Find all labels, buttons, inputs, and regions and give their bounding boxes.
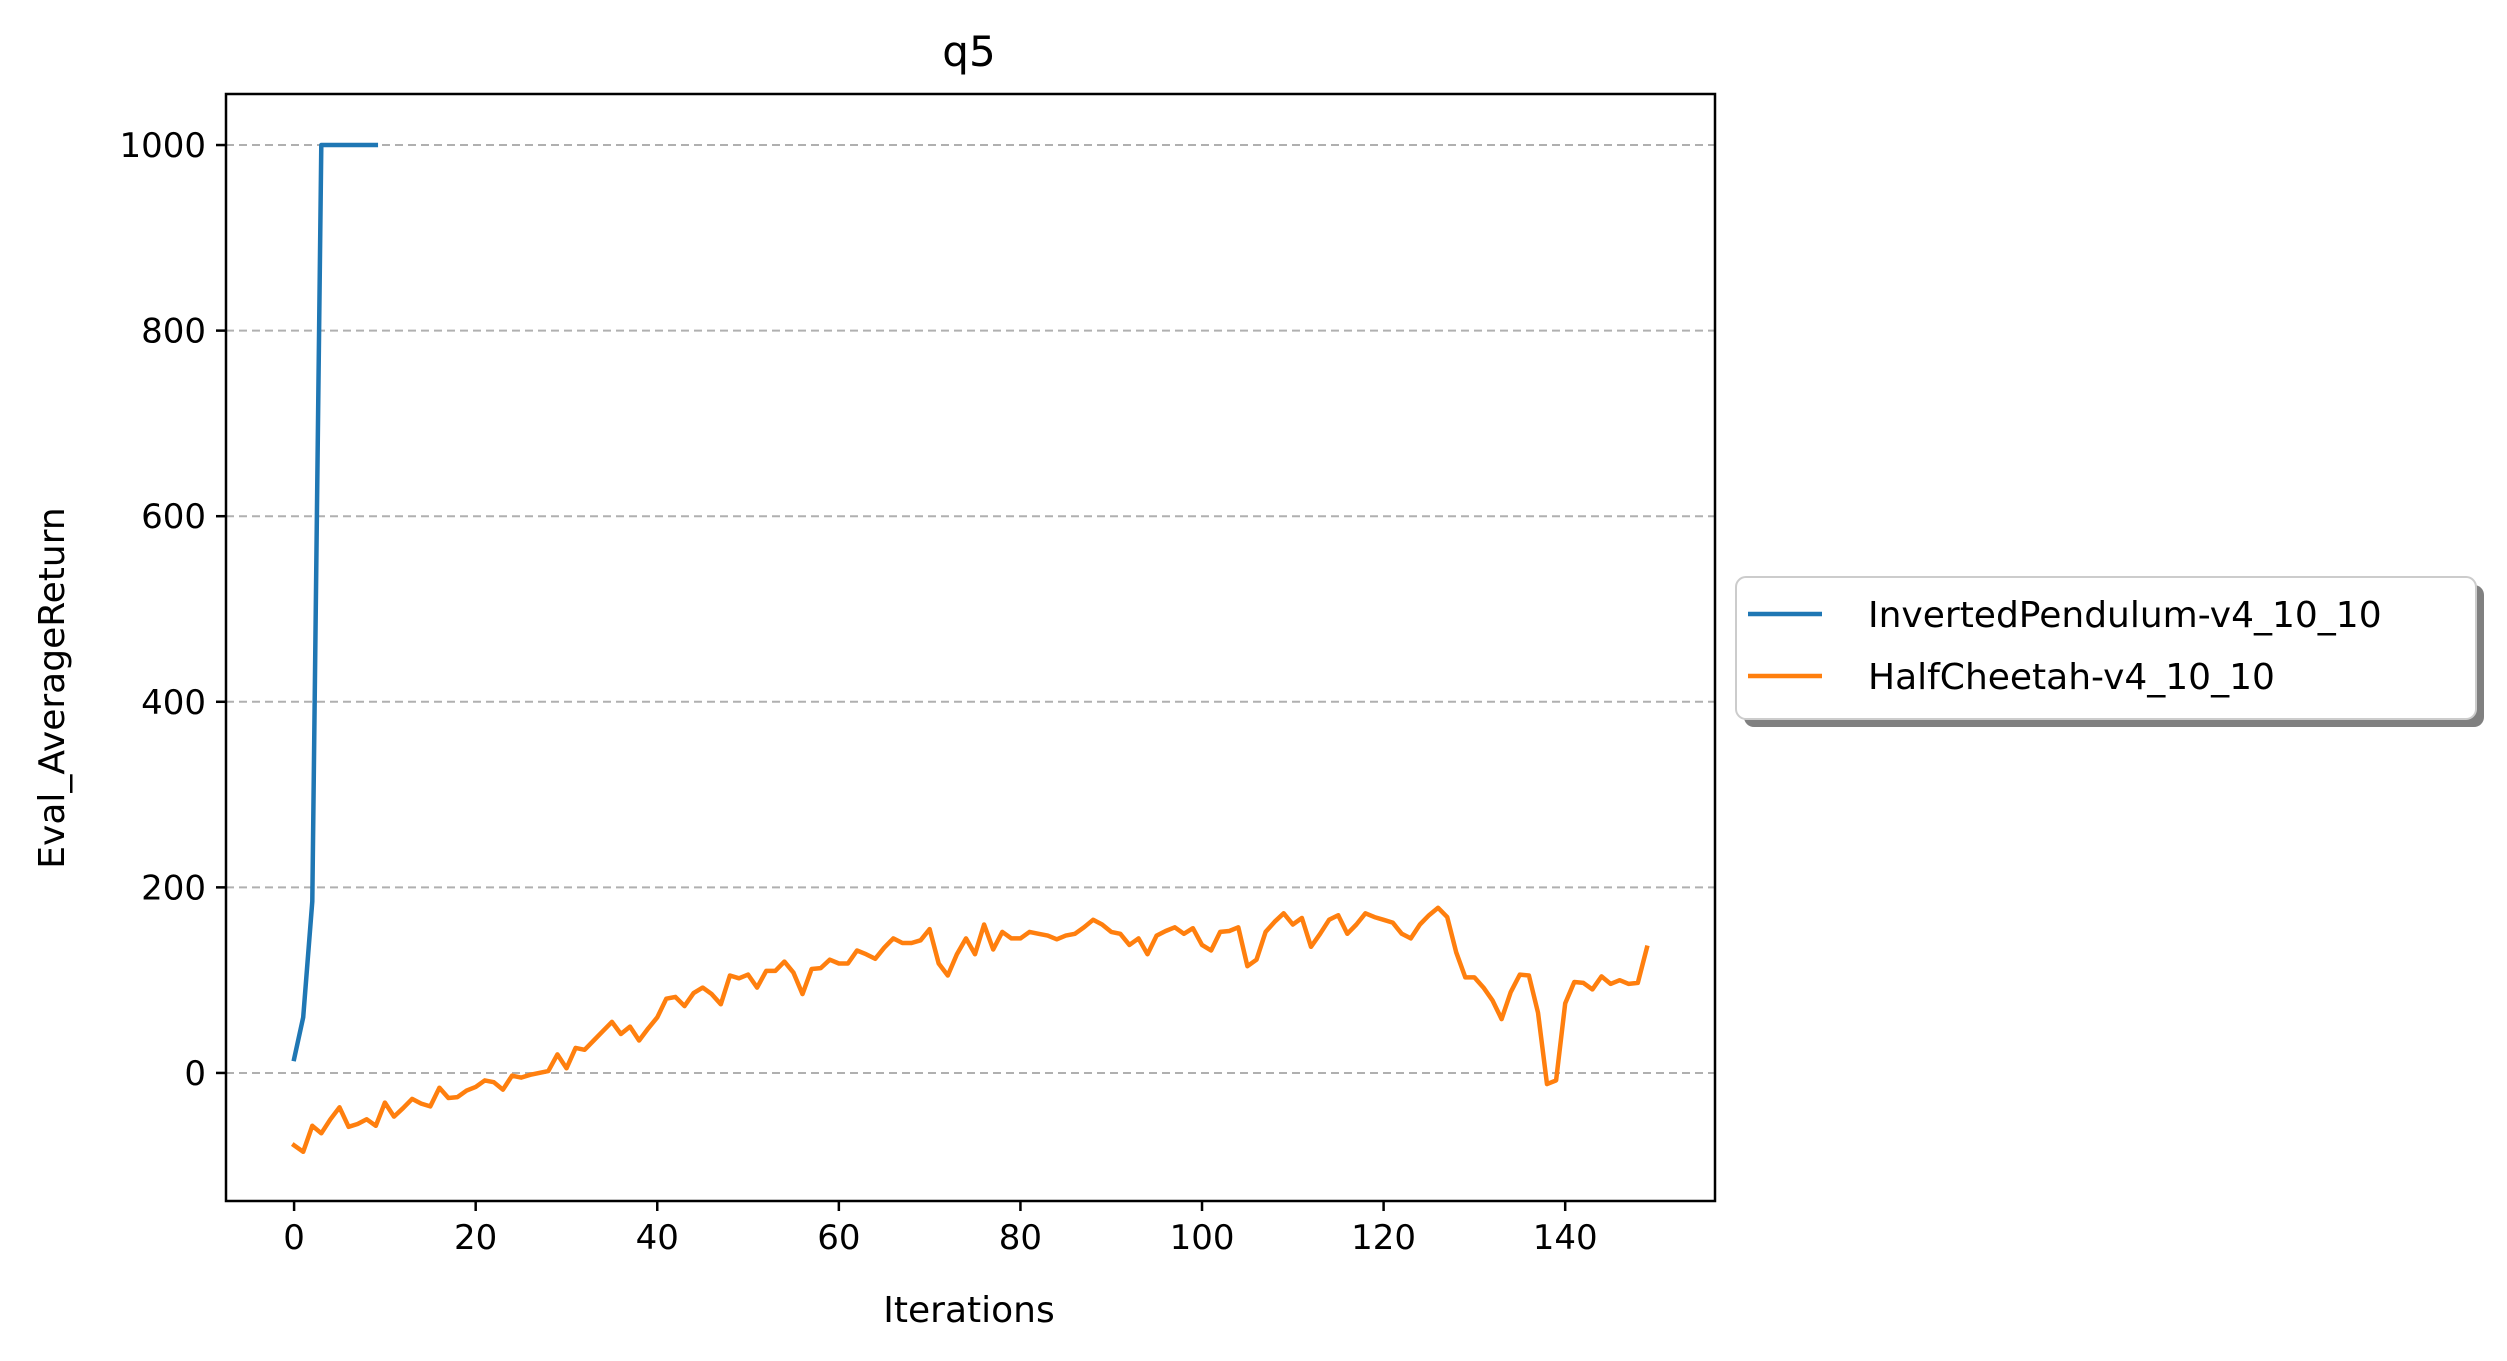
legend-label-inverted-pendulum: InvertedPendulum-v4_10_10 — [1868, 595, 2382, 636]
x-tick-label: 80 — [999, 1218, 1042, 1258]
series-lines — [290, 142, 1650, 1155]
chart-title: q5 — [942, 27, 995, 76]
x-tick-label: 120 — [1351, 1218, 1416, 1258]
y-tick-label: 600 — [141, 497, 206, 537]
axis-ticks: 0 200 400 600 800 1000 0 20 40 60 80 100 120 140 — [119, 126, 1597, 1258]
x-axis-label: Iterations — [883, 1290, 1054, 1331]
y-tick-label: 400 — [141, 683, 206, 723]
y-tick-label: 1000 — [119, 126, 206, 166]
series-line-inverted-pendulum — [291, 142, 379, 1062]
legend: InvertedPendulum-v4_10_10 HalfCheetah-v4… — [1735, 576, 2484, 727]
grid-lines — [226, 144, 1715, 1074]
plot-frame — [224, 92, 1717, 1203]
series-line-half-cheetah — [290, 905, 1650, 1155]
legend-label-half-cheetah: HalfCheetah-v4_10_10 — [1868, 657, 2275, 698]
x-tick-label: 100 — [1170, 1218, 1235, 1258]
x-tick-label: 60 — [817, 1218, 860, 1258]
y-tick-label: 0 — [184, 1054, 206, 1094]
legend-box — [1735, 576, 2477, 720]
x-tick-label: 0 — [283, 1218, 305, 1258]
x-tick-label: 140 — [1533, 1218, 1598, 1258]
y-tick-label: 800 — [141, 312, 206, 352]
y-axis-label: Eval_AverageReturn — [32, 507, 73, 868]
x-tick-label: 20 — [454, 1218, 497, 1258]
y-tick-label: 200 — [141, 868, 206, 908]
x-tick-label: 40 — [636, 1218, 679, 1258]
